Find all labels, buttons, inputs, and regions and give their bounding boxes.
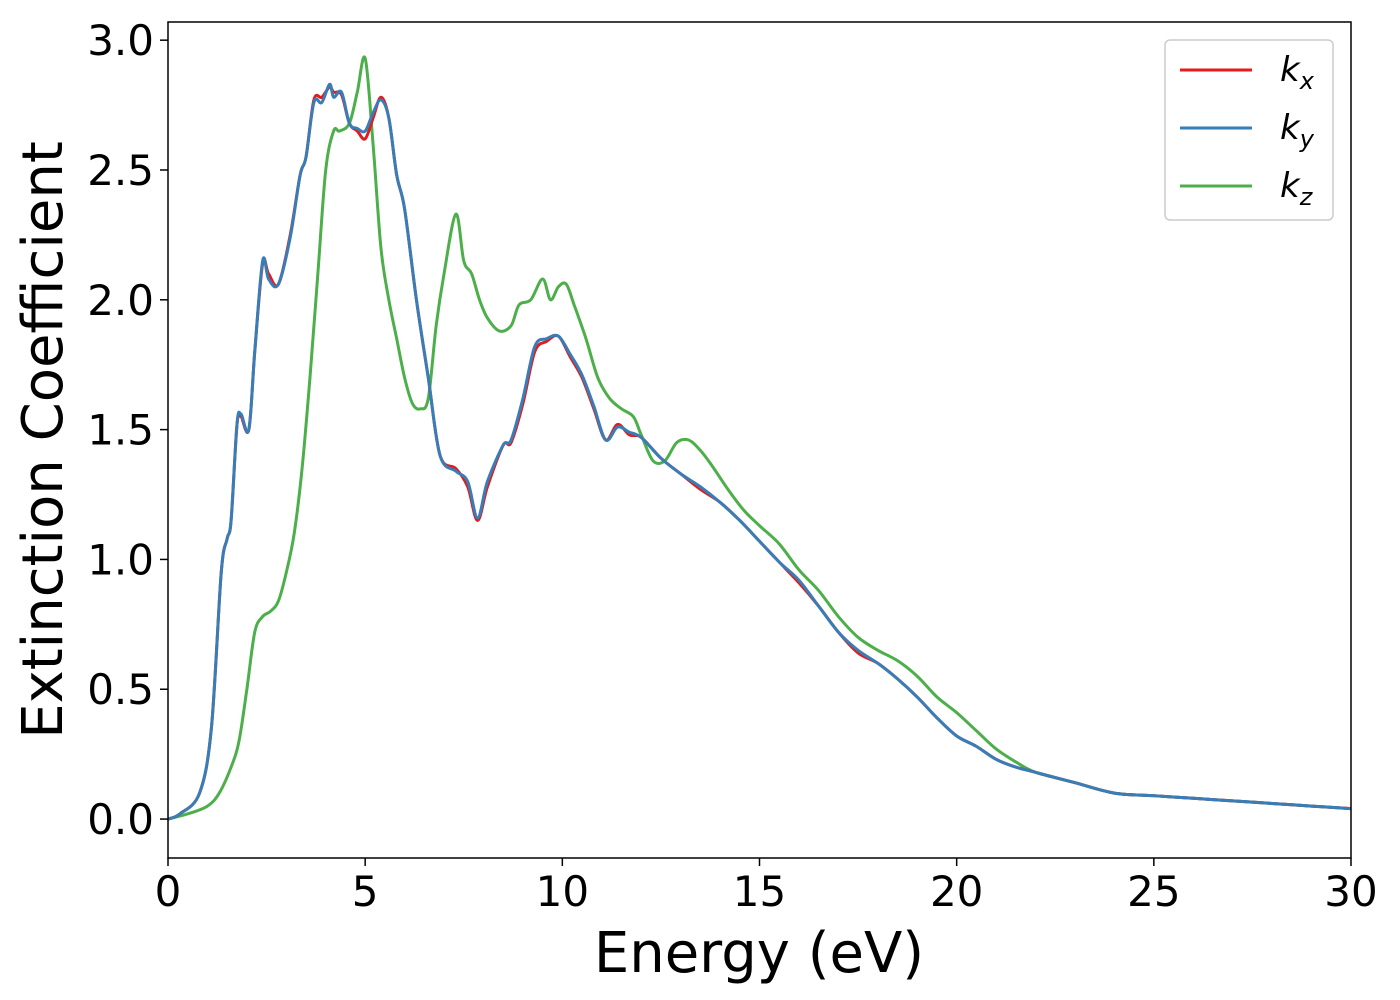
x-tick-label: 10 xyxy=(536,867,589,916)
y-tick-label: 2.5 xyxy=(87,146,154,195)
y-tick-label: 1.0 xyxy=(87,535,154,584)
x-tick-label: 25 xyxy=(1127,867,1180,916)
x-tick-label: 15 xyxy=(733,867,786,916)
y-tick-label: 0.0 xyxy=(87,795,154,844)
legend: kx ky kz xyxy=(1164,39,1334,221)
series-layer xyxy=(168,55,1351,821)
y-axis-ticks: 0.0 0.5 1.0 1.5 2.0 2.5 3.0 xyxy=(87,16,168,844)
x-axis-ticks: 0 5 10 15 20 25 30 xyxy=(155,858,1378,916)
legend-label-kz: kz xyxy=(1280,166,1314,211)
legend-box xyxy=(1164,39,1334,221)
series-line-kz xyxy=(168,55,1351,821)
y-tick-label: 2.0 xyxy=(87,276,154,325)
x-tick-label: 0 xyxy=(155,867,182,916)
legend-label-ky: ky xyxy=(1280,108,1315,153)
y-tick-label: 0.5 xyxy=(87,665,154,714)
x-tick-label: 20 xyxy=(930,867,983,916)
y-axis-label: Extinction Coefficient xyxy=(11,141,76,739)
y-tick-label: 3.0 xyxy=(87,16,154,65)
y-tick-label: 1.5 xyxy=(87,406,154,455)
x-axis-label: Energy (eV) xyxy=(594,921,924,986)
x-tick-label: 30 xyxy=(1324,867,1377,916)
x-tick-label: 5 xyxy=(352,867,379,916)
legend-label-kx: kx xyxy=(1280,50,1315,95)
series-line-ky xyxy=(168,82,1351,821)
